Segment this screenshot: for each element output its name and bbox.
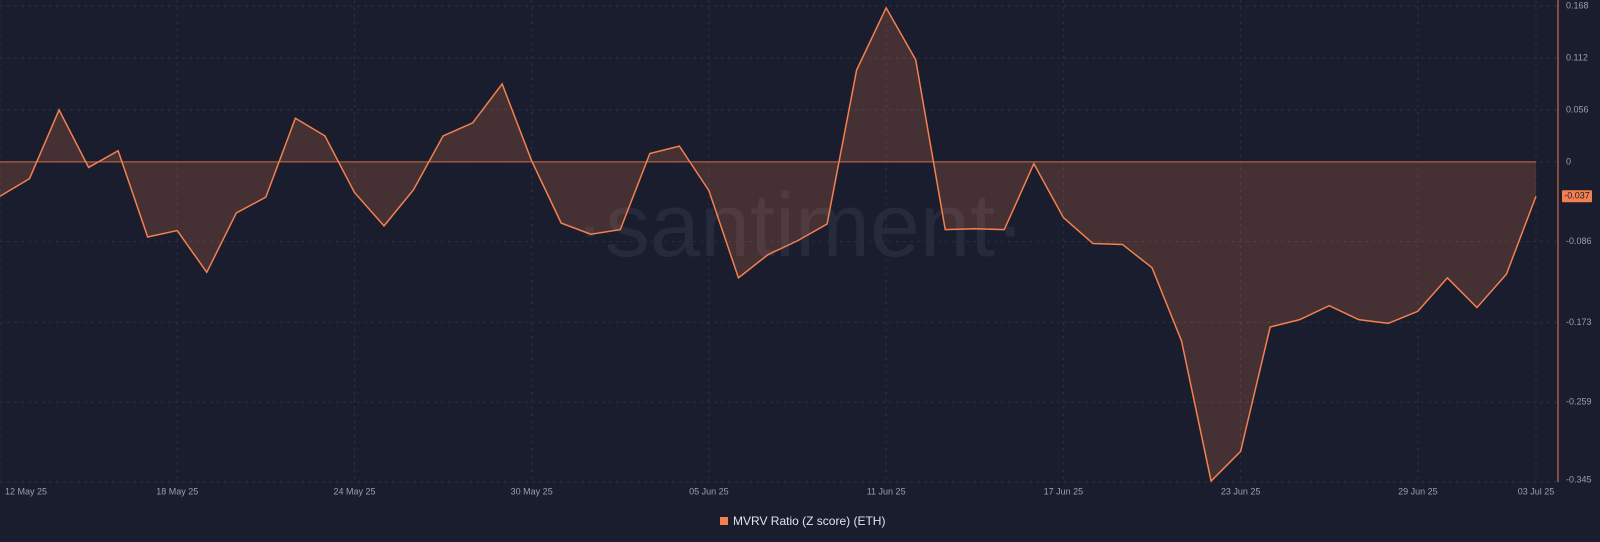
y-tick-label: -0.173 [1566,317,1592,327]
y-tick-label: 0.112 [1566,52,1588,62]
x-tick-label: 03 Jul 25 [1518,486,1555,496]
x-tick-label: 24 May 25 [333,486,375,496]
legend-swatch [720,517,728,525]
x-tick-label: 30 May 25 [511,486,553,496]
y-tick-label: 0.056 [1566,104,1589,114]
x-tick-label: 17 Jun 25 [1044,486,1084,496]
y-tick-label: -0.345 [1566,474,1592,484]
y-tick-label: 0 [1566,156,1571,166]
legend-label: MVRV Ratio (Z score) (ETH) [733,514,885,528]
x-tick-label: 11 Jun 25 [867,486,906,496]
watermark: ·santiment· [575,176,1025,276]
x-tick-label: 18 May 25 [156,486,198,496]
y-tick-label: -0.086 [1566,236,1592,246]
x-tick-label: 29 Jun 25 [1398,486,1438,496]
x-tick-label: 05 Jun 25 [689,486,729,496]
x-tick-label: 12 May 25 [5,486,47,496]
y-tick-label: -0.259 [1566,397,1592,407]
area [0,7,1536,482]
last-value-badge [1562,190,1592,203]
x-tick-label: 23 Jun 25 [1221,486,1261,496]
y-tick-label: 0.168 [1566,0,1589,10]
last-value-label: -0.037 [1564,191,1590,201]
line [0,6,1537,483]
